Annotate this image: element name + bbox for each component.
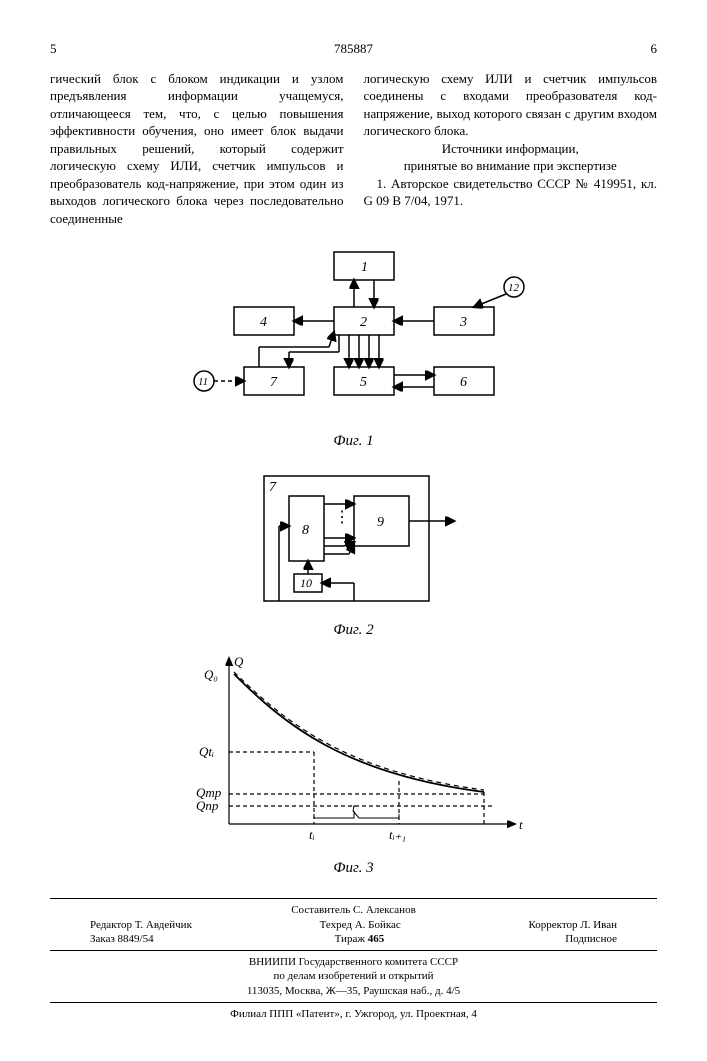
svg-text:7: 7 — [269, 480, 277, 495]
addr2: Филиал ППП «Патент», г. Ужгород, ул. Про… — [50, 1007, 657, 1021]
svg-text:Q: Q — [234, 654, 244, 669]
left-text: гический блок с блоком индикации и узлом… — [50, 70, 344, 228]
addr1: 113035, Москва, Ж—35, Раушская наб., д. … — [50, 984, 657, 998]
fig3-chart: Q t Q₀ Qtᵢ Qтр Qпр tᵢ tᵢ₊₁ t — [174, 654, 534, 854]
right-text: логическую схему ИЛИ и счетчик импульсов… — [364, 70, 658, 140]
org2: по делам изобретений и открытий — [50, 969, 657, 983]
svg-text:1: 1 — [361, 260, 368, 275]
svg-text:4: 4 — [260, 315, 267, 330]
page-num-right: 6 — [651, 40, 658, 58]
figures-area: 1 2 4 3 7 5 6 12 11 — [50, 247, 657, 878]
svg-text:9: 9 — [377, 515, 384, 530]
fig1-label: Фиг. 1 — [50, 431, 657, 451]
tirazh: Тираж 465 — [335, 932, 385, 946]
svg-text:tᵢ: tᵢ — [309, 827, 315, 842]
sub: Подписное — [565, 932, 617, 946]
svg-text:2: 2 — [360, 315, 367, 330]
svg-text:10: 10 — [300, 576, 312, 590]
fig3-label: Фиг. 3 — [50, 858, 657, 878]
svg-text:12: 12 — [508, 282, 520, 294]
footer: Составитель С. Алексанов Редактор Т. Авд… — [50, 898, 657, 1021]
order: Заказ 8849/54 — [90, 932, 154, 946]
svg-text:6: 6 — [460, 375, 467, 390]
sources-title: Источники информации, — [364, 140, 658, 158]
sources-subtitle: принятые во внимание при экспертизе — [364, 157, 658, 175]
source-1: 1. Авторское свидетельство СССР № 419951… — [364, 175, 658, 210]
page-header: 5 785887 6 — [50, 40, 657, 58]
fig2-diagram: 7 8 9 10 ⋮ — [244, 466, 464, 616]
svg-text:⋮: ⋮ — [334, 509, 350, 526]
svg-text:5: 5 — [360, 375, 367, 390]
corrector: Корректор Л. Иван — [528, 918, 617, 932]
fig1-diagram: 1 2 4 3 7 5 6 12 11 — [174, 247, 534, 427]
compiler: Составитель С. Алексанов — [50, 903, 657, 917]
svg-text:t: t — [352, 800, 356, 815]
left-column: гический блок с блоком индикации и узлом… — [50, 70, 344, 228]
svg-text:t: t — [519, 817, 523, 832]
svg-text:Qtᵢ: Qtᵢ — [199, 744, 214, 759]
svg-text:Qпр: Qпр — [196, 798, 219, 813]
editor: Редактор Т. Авдейчик — [90, 918, 192, 932]
org1: ВНИИПИ Государственного комитета СССР — [50, 955, 657, 969]
page-num-left: 5 — [50, 40, 57, 58]
doc-number: 785887 — [334, 41, 373, 56]
svg-text:tᵢ₊₁: tᵢ₊₁ — [389, 827, 406, 842]
fig2-label: Фиг. 2 — [50, 620, 657, 640]
right-column: логическую схему ИЛИ и счетчик импульсов… — [364, 70, 658, 228]
text-columns: гический блок с блоком индикации и узлом… — [50, 70, 657, 228]
svg-text:7: 7 — [270, 375, 278, 390]
svg-text:Q₀: Q₀ — [204, 667, 218, 682]
svg-text:11: 11 — [198, 376, 208, 388]
svg-text:8: 8 — [302, 523, 309, 538]
techred: Техред А. Бойкас — [320, 918, 401, 932]
svg-text:3: 3 — [459, 315, 467, 330]
